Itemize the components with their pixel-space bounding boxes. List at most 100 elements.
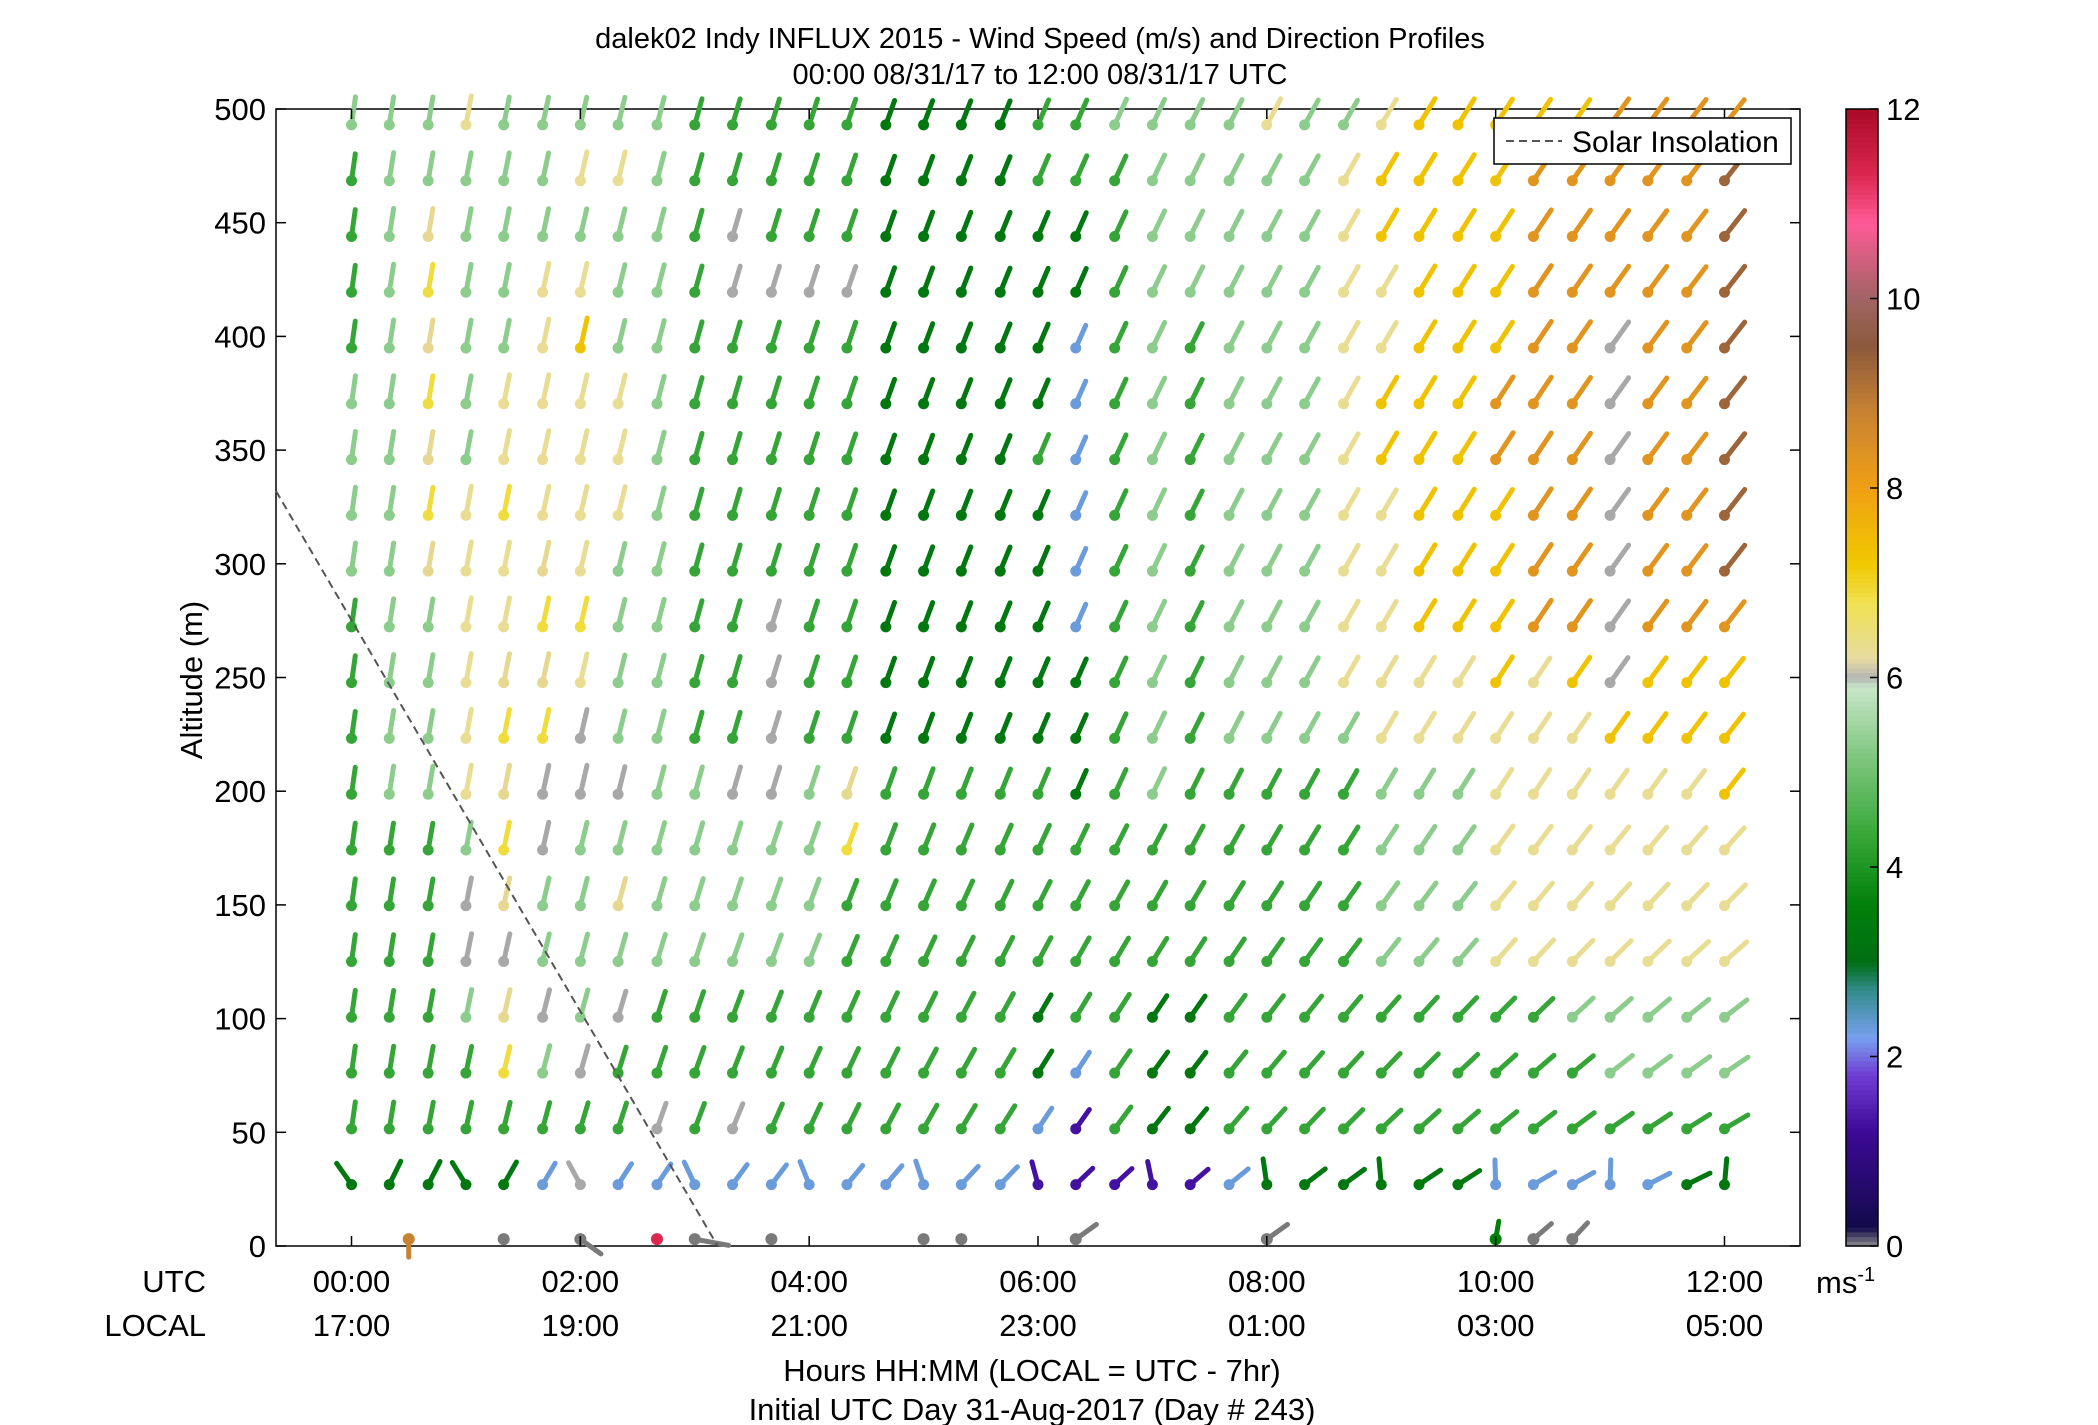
wind-barb-dot	[1566, 230, 1578, 242]
colorbar-segment	[1846, 1208, 1878, 1214]
colorbar-segment	[1846, 554, 1878, 560]
wind-barb-dot	[383, 844, 395, 856]
wind-barb-dot	[1299, 398, 1311, 410]
y-axis: 0 50 100 150 200 250 300 350 400 450 500	[214, 92, 1800, 1264]
wind-barb-dot	[1299, 788, 1311, 800]
wind-barb-dot	[1604, 175, 1616, 187]
wind-barb-dot	[1413, 342, 1425, 354]
wind-barb-dot	[1527, 844, 1539, 856]
wind-barb-dot	[1375, 900, 1387, 912]
colorbar-segment	[1846, 1198, 1878, 1204]
colorbar-segment	[1846, 1155, 1878, 1162]
wind-barb-dot	[574, 565, 586, 577]
wind-barb-dot	[574, 509, 586, 521]
wind-barb-dot	[803, 1011, 815, 1023]
wind-barb-dot	[955, 1067, 967, 1079]
wind-barb-dot	[346, 621, 358, 633]
colorbar-segment	[1846, 236, 1878, 243]
colorbar-segment	[1846, 450, 1878, 456]
colorbar-segment	[1846, 1047, 1878, 1053]
wind-barb-dot	[1718, 454, 1730, 466]
wind-barb-dot	[994, 1067, 1006, 1079]
wind-barb-dot	[689, 788, 701, 800]
wind-barb-dot	[1681, 956, 1693, 968]
colorbar-segment	[1846, 1113, 1878, 1119]
colorbar-segment	[1846, 611, 1878, 617]
colorbar-segment	[1846, 132, 1878, 139]
wind-barb-dot	[880, 119, 892, 131]
wind-barb-dot	[574, 956, 586, 968]
wind-barb-dot	[1109, 286, 1121, 298]
colorbar-segment	[1846, 511, 1878, 518]
wind-barb-dot	[765, 230, 777, 242]
wind-barb-dot	[1146, 398, 1158, 410]
colorbar-segment	[1846, 942, 1878, 949]
wind-barb-dot	[803, 900, 815, 912]
colorbar-tick-label: 10	[1886, 282, 1920, 317]
colorbar-segment	[1846, 914, 1878, 920]
wind-barb-dot	[1718, 230, 1730, 242]
wind-barb-dot	[1604, 1011, 1616, 1023]
wind-barb-dot	[422, 230, 434, 242]
colorbar-segment	[1846, 525, 1878, 532]
wind-barb-dot	[689, 509, 701, 521]
colorbar-segment	[1846, 630, 1878, 636]
wind-barb-dot	[765, 732, 777, 744]
colorbar-segment	[1846, 165, 1878, 172]
wind-barb-dot	[537, 454, 549, 466]
wind-barb-dot	[1109, 1067, 1121, 1079]
wind-barb-dot	[1490, 677, 1502, 689]
colorbar-segment	[1846, 639, 1878, 645]
wind-barb-dot	[1604, 509, 1616, 521]
colorbar-segment	[1846, 393, 1878, 399]
wind-barb-dot	[1452, 732, 1464, 744]
wind-barb-dot	[1452, 1067, 1464, 1079]
wind-barb-dot	[422, 175, 434, 187]
colorbar-segment	[1846, 199, 1878, 205]
wind-barb-dot	[574, 175, 586, 187]
wind-barb-dot	[955, 844, 967, 856]
wind-barb-dot	[1070, 565, 1082, 577]
wind-barb-dot	[460, 732, 472, 744]
wind-barb-dot	[651, 342, 663, 354]
wind-barb-dot	[1223, 454, 1235, 466]
legend-solar-label: Solar Insolation	[1572, 126, 1779, 159]
wind-barb-dot	[422, 732, 434, 744]
x-tick-label-local: 21:00	[770, 1308, 848, 1343]
wind-barb-dot	[537, 1123, 549, 1135]
wind-barb-dot	[1337, 621, 1349, 633]
wind-barb-dot	[994, 342, 1006, 354]
colorbar-segment	[1846, 900, 1878, 906]
wind-barb-dot	[612, 565, 624, 577]
surface-wind-dot	[1566, 1233, 1579, 1246]
colorbar-segment	[1846, 663, 1878, 669]
wind-barb-dot	[955, 398, 967, 410]
wind-barb-dot	[1223, 844, 1235, 856]
wind-barb-dot	[880, 509, 892, 521]
wind-barb-dot	[651, 230, 663, 242]
colorbar-segment	[1846, 1227, 1878, 1233]
surface-wind-dot	[497, 1233, 510, 1246]
wind-barb-dot	[1527, 1123, 1539, 1135]
wind-barb-dot	[460, 900, 472, 912]
wind-barb-dot	[1566, 1123, 1578, 1135]
colorbar-segment	[1846, 895, 1878, 901]
wind-barb-dot	[1261, 677, 1273, 689]
wind-barb-dot	[1527, 732, 1539, 744]
wind-barb-dot	[1566, 844, 1578, 856]
colorbar-segment	[1846, 127, 1878, 134]
wind-barb-dot	[880, 677, 892, 689]
wind-barb-dot	[422, 342, 434, 354]
colorbar-segment	[1846, 881, 1878, 887]
wind-barb-dot	[994, 844, 1006, 856]
colorbar-segment	[1846, 682, 1878, 688]
colorbar-segment	[1846, 1174, 1878, 1181]
wind-barb-dot	[918, 621, 930, 633]
wind-barb-dot	[994, 119, 1006, 131]
wind-barb-dot	[574, 1067, 586, 1079]
wind-barb-dot	[689, 342, 701, 354]
colorbar-segment	[1846, 1084, 1878, 1091]
wind-barb-dot	[537, 956, 549, 968]
colorbar-segment	[1846, 246, 1878, 252]
wind-barb-dot	[727, 1011, 739, 1023]
